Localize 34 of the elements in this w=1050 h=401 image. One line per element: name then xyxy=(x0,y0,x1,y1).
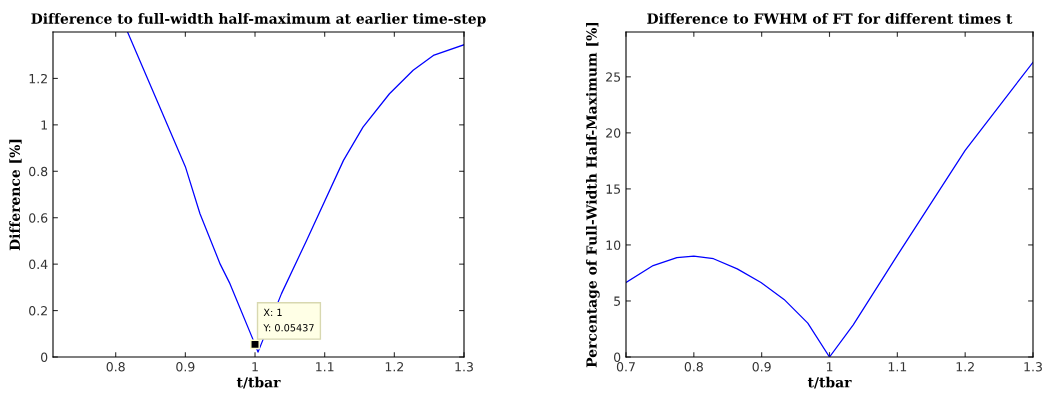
x-tick-label: 1 xyxy=(252,362,258,372)
x-tick-label: 0.9 xyxy=(176,362,195,372)
y-tick-label: 0.4 xyxy=(29,259,48,270)
x-tick-label: 1.2 xyxy=(385,362,404,372)
x-tick-label: 0.8 xyxy=(106,362,125,372)
x-tick-label: 0.7 xyxy=(616,362,635,372)
y-tick-label: 0.8 xyxy=(29,166,48,177)
chart-title: Difference to FWHM of FT for different times t xyxy=(647,13,1013,24)
y-axis-title: Difference [%] xyxy=(9,139,22,251)
x-tick-label: 0.8 xyxy=(684,362,703,372)
x-tick-label: 1.1 xyxy=(316,362,334,372)
x-tick-label: 1.1 xyxy=(888,362,907,372)
y-tick-label: 0 xyxy=(41,352,48,362)
x-axis-title: t/tbar xyxy=(236,376,281,389)
y-tick-label: 0 xyxy=(614,352,621,362)
x-tick-label: 1.3 xyxy=(455,362,473,372)
y-tick-label: 0.6 xyxy=(29,213,48,223)
y-tick-label: 0.2 xyxy=(29,306,47,316)
x-tick-label: 1 xyxy=(826,362,833,372)
y-axis-title: Percentage of Full-Width Half-Maximum [%] xyxy=(586,22,600,368)
line-series xyxy=(126,32,464,353)
x-tick-label: 0.9 xyxy=(752,362,771,372)
annotation: X: 1 Y: 0.05437 xyxy=(263,308,314,332)
y-tick-label: 1.2 xyxy=(29,73,47,84)
y-tick-label: 20 xyxy=(606,128,621,138)
y-tick-label: 5 xyxy=(614,296,621,306)
y-tick-label: 1 xyxy=(41,120,47,130)
x-tick-label: 1.3 xyxy=(1024,362,1042,372)
x-tick-label: 1.2 xyxy=(956,362,974,372)
y-tick-label: 25 xyxy=(606,72,621,82)
chart-title: Difference to full-width half-maximum at earlier time-step xyxy=(31,13,486,27)
y-tick-label: 15 xyxy=(606,184,621,194)
x-axis-title: t/tbar xyxy=(807,376,852,389)
y-tick-label: 10 xyxy=(606,240,621,250)
